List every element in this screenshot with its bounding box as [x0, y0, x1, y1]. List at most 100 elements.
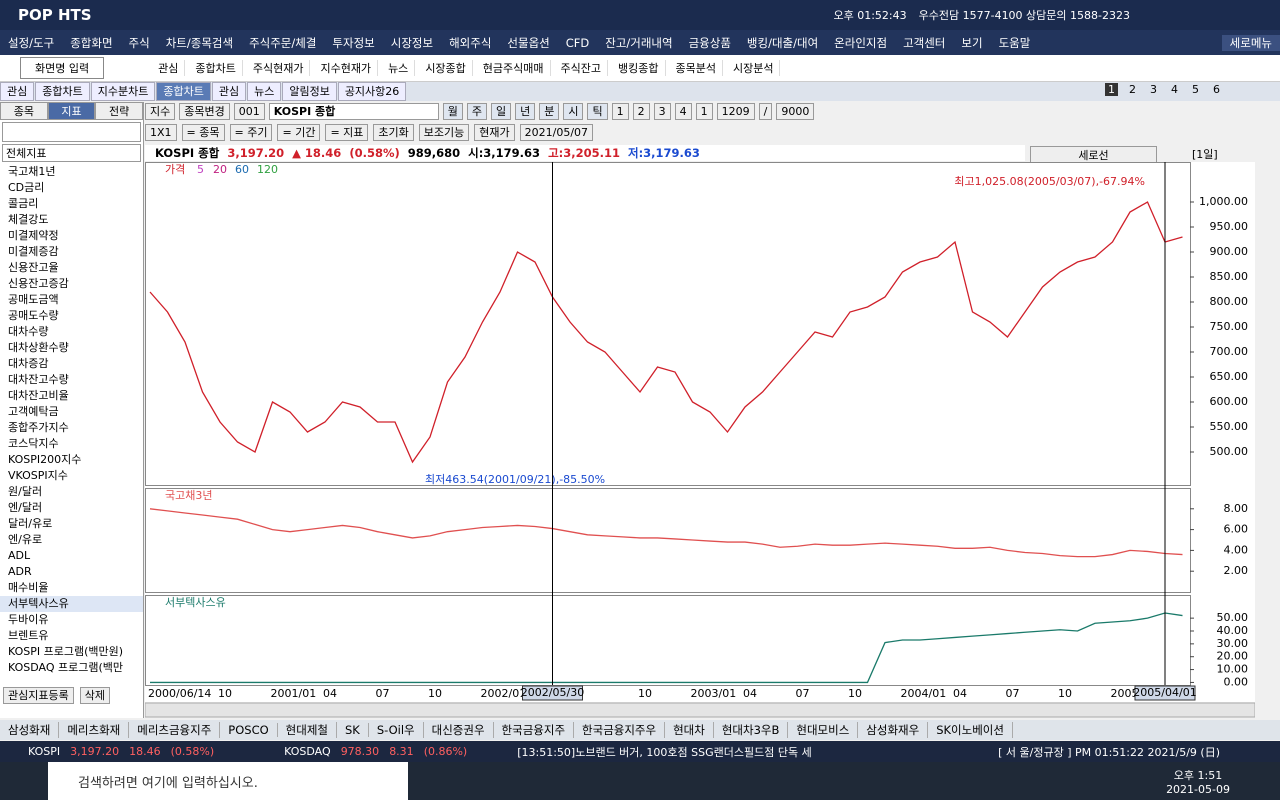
menu-right[interactable]: 세로메뉴: [1221, 34, 1280, 51]
chart-tool[interactable]: = 종목: [181, 124, 225, 141]
chart-tool[interactable]: = 기간: [277, 124, 321, 141]
indicator[interactable]: 공매도수량: [8, 309, 59, 322]
chart-tool[interactable]: 현재가: [474, 124, 515, 141]
indicator[interactable]: 종합주가지수: [8, 421, 69, 434]
page-number[interactable]: 1: [1105, 83, 1118, 96]
stock-tab[interactable]: 삼성화재우: [858, 722, 929, 738]
window-tab[interactable]: 종합차트: [35, 82, 90, 101]
quote-item[interactable]: (0.58%): [349, 146, 400, 160]
left-tab[interactable]: 전략: [95, 102, 144, 120]
toolbar-item[interactable]: 관심: [152, 60, 186, 76]
window-tab[interactable]: 관심: [211, 82, 247, 101]
toolbar-item[interactable]: 주식현재가: [247, 60, 311, 76]
toolbar-item[interactable]: 지수현재가: [314, 60, 379, 76]
indicator[interactable]: CD금리: [8, 181, 45, 194]
stock-tab[interactable]: 삼성화재: [0, 722, 60, 738]
toolbar-item[interactable]: 주식잔고: [555, 60, 609, 76]
indicator[interactable]: 공매도금액: [8, 293, 59, 306]
chart-tool[interactable]: 1X1: [145, 124, 177, 141]
indicator[interactable]: 두바이유: [8, 613, 49, 626]
indicator[interactable]: KOSPI200지수: [8, 453, 82, 466]
chart-tool[interactable]: 1209: [716, 103, 755, 120]
menu-item[interactable]: 온라인지점: [834, 35, 888, 50]
indicator[interactable]: 미결제약정: [8, 229, 59, 242]
chart-tool[interactable]: 9000: [776, 103, 815, 120]
indicator[interactable]: ADR: [8, 565, 32, 578]
indicator[interactable]: 체결강도: [8, 213, 49, 226]
chart-tool[interactable]: 2021/05/07: [519, 124, 594, 141]
chart-tool[interactable]: 분: [539, 103, 560, 120]
stock-tab[interactable]: POSCO: [220, 723, 278, 737]
menu-item[interactable]: 해외주식: [449, 35, 492, 50]
menu-item[interactable]: 시장정보: [390, 35, 434, 50]
indicator[interactable]: 엔/달러: [8, 501, 43, 514]
stock-tab[interactable]: 한국금융지주우: [574, 722, 666, 738]
indicator[interactable]: 대차증감: [8, 357, 49, 370]
menu-item[interactable]: 보기: [961, 35, 983, 50]
menu-item[interactable]: 주식: [128, 35, 150, 50]
toolbar-item[interactable]: 뱅킹종합: [612, 60, 666, 76]
chart-tool[interactable]: 3: [653, 103, 671, 120]
indicator[interactable]: 대차잔고비율: [8, 389, 69, 402]
chart-tool[interactable]: 001: [233, 103, 265, 120]
stock-tab[interactable]: SK이노베이션: [928, 722, 1013, 738]
indicator[interactable]: 대차상환수량: [8, 341, 69, 354]
chart-tool[interactable]: 틱: [587, 103, 608, 120]
stock-tab[interactable]: 메리츠금융지주: [129, 722, 221, 738]
window-tab[interactable]: 알림정보: [282, 82, 337, 101]
toolbar-item[interactable]: 시장분석: [727, 60, 781, 76]
chart-tool[interactable]: 4: [674, 103, 692, 120]
page-number[interactable]: 5: [1192, 83, 1199, 96]
stock-tab[interactable]: SK: [337, 723, 369, 737]
indicator[interactable]: 브렌트유: [8, 629, 49, 642]
stock-tab[interactable]: 현대모비스: [788, 722, 859, 738]
window-tab[interactable]: 지수분차트: [90, 82, 156, 101]
chart-tool[interactable]: /: [758, 103, 773, 120]
page-number[interactable]: 3: [1150, 83, 1157, 96]
window-tab[interactable]: 공지사항26: [337, 82, 407, 101]
quote-item[interactable]: 저:3,179.63: [628, 146, 700, 160]
search-box[interactable]: [2, 122, 141, 142]
chart-tool[interactable]: 일: [490, 103, 512, 120]
quote-item[interactable]: 고:3,205.11: [548, 146, 620, 160]
menu-item[interactable]: 도움말: [998, 35, 1031, 50]
toolbar-item[interactable]: 현금주식매매: [477, 60, 551, 76]
indicator[interactable]: ADL: [8, 549, 31, 562]
quote-item[interactable]: 989,680: [407, 146, 461, 160]
chart-tool[interactable]: KOSPI 종합: [268, 103, 439, 120]
stock-tab[interactable]: 메리츠화재: [59, 722, 130, 738]
window-tab[interactable]: 종합차트: [156, 82, 211, 101]
toolbar-item[interactable]: 시장종합: [419, 60, 473, 76]
menu-item[interactable]: 투자정보: [332, 35, 375, 50]
left-button[interactable]: 관심지표등록: [3, 687, 74, 704]
page-number[interactable]: 2: [1129, 83, 1136, 96]
stock-tab[interactable]: 현대차: [665, 722, 714, 738]
left-button[interactable]: 삭제: [79, 687, 110, 704]
stock-tab[interactable]: 한국금융지주: [494, 722, 575, 738]
menu-item[interactable]: 뱅킹/대출/대여: [746, 35, 819, 50]
indicator[interactable]: 신용잔고율: [8, 261, 59, 274]
menu-item[interactable]: 종합화면: [70, 35, 113, 50]
indicator[interactable]: 미결제증감: [8, 245, 59, 258]
indicator[interactable]: 달러/유로: [8, 517, 53, 530]
stock-tab[interactable]: 현대차3우B: [714, 722, 789, 738]
indicator[interactable]: 원/달러: [8, 485, 43, 498]
menu-item[interactable]: 주식주문/체결: [249, 35, 317, 50]
indicator[interactable]: 코스닥지수: [8, 437, 59, 450]
quote-item[interactable]: KOSPI 종합: [155, 146, 220, 160]
chart-tool[interactable]: 보조기능: [418, 124, 470, 141]
page-number[interactable]: 4: [1171, 83, 1178, 96]
indicator[interactable]: 매수비율: [8, 581, 49, 594]
stock-tab[interactable]: 현대제철: [278, 722, 337, 738]
indicator[interactable]: 대차수량: [8, 325, 49, 338]
page-number[interactable]: 6: [1213, 83, 1220, 96]
chart-tool[interactable]: 월: [442, 103, 463, 120]
menu-item[interactable]: 잔고/거래내역: [605, 35, 673, 50]
menu-item[interactable]: 고객센터: [903, 35, 946, 50]
chart-tool[interactable]: 초기화: [373, 124, 414, 141]
left-tab[interactable]: 종목: [0, 102, 48, 120]
chart-tool[interactable]: 1: [611, 103, 629, 120]
indicator-dropdown[interactable]: 전체지표: [2, 144, 141, 162]
menu-item[interactable]: 설정/도구: [8, 35, 55, 50]
indicator[interactable]: 엔/유로: [8, 533, 43, 546]
